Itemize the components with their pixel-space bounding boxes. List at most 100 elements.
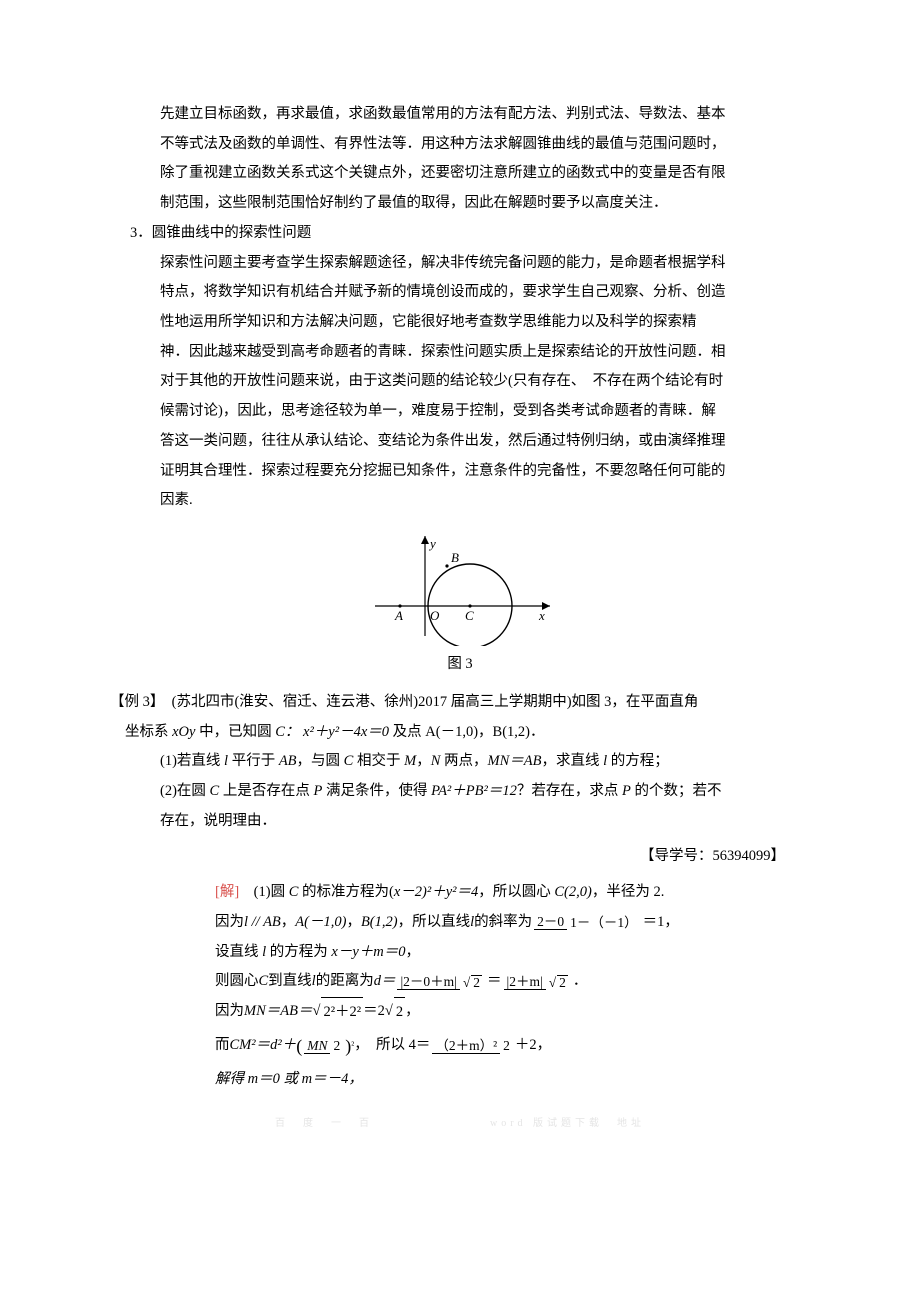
t: 因为 (215, 997, 244, 1027)
a: A(－1,0) (295, 908, 346, 938)
s3-p9: 因素. (110, 486, 810, 516)
t: ， 所以 4＝ (354, 1031, 430, 1061)
center-c-label: C (465, 608, 474, 623)
s3-p2: 特点，将数学知识有机结合并赋予新的情境创设而成的，要求学生自己观察、分析、创造 (110, 278, 810, 308)
t: 设直线 (215, 944, 262, 960)
t: 中，已知圆 (195, 724, 275, 740)
t: 相交于 (353, 753, 404, 769)
figure-caption: 图 3 (110, 650, 810, 680)
mnab: MN＝AB＝ (244, 997, 312, 1027)
example-tag: 【例 3】 (110, 694, 157, 710)
t: 的方程； (607, 753, 669, 769)
t: ，所以圆心 (478, 884, 554, 900)
cm: CM²＝d²＋ (230, 1031, 297, 1061)
final-frac: （2＋m）² 2 (432, 1039, 513, 1054)
t: ， (405, 997, 420, 1027)
question-2-l1: (2)在圆 C 上是否存在点 P 满足条件，使得 PA²＋PB²＝12？若存在，… (110, 777, 810, 807)
figure-3: y x A O C B (110, 526, 810, 646)
t: 满足条件，使得 (322, 783, 431, 799)
t: ， (416, 753, 431, 769)
t: 到直线 (268, 967, 312, 997)
c: C (344, 753, 354, 769)
root1: 2²＋2² (321, 997, 363, 1028)
example-source: (苏北四市(淮安、宿迁、连云港、徐州)2017 届高三上学期期中)如图 3，在平… (157, 694, 698, 710)
t: 的斜率为 (474, 908, 532, 938)
t: 因为 (215, 908, 244, 938)
d: d＝ (374, 967, 396, 997)
t: ，求直线 (541, 753, 603, 769)
b: B(1,2) (361, 908, 398, 938)
frac-num: （2＋m）² (432, 1039, 500, 1054)
sol-line4: 则圆心 C 到直线 l 的距离为 d＝ |2－0＋m| 2 ＝ |2＋m| 2 … (110, 967, 810, 997)
t: 平行于 (228, 753, 279, 769)
t: 坐标系 (125, 724, 172, 740)
s2-l4: 制范围，这些限制范围恰好制约了最值的取得，因此在解题时要予以高度关注． (110, 189, 810, 219)
s3-p3: 性地运用所学知识和方法解决问题，它能很好地考查数学思维能力以及科学的探索精 (110, 308, 810, 338)
t: 的距离为 (316, 967, 374, 997)
eq: x－2)²＋y²＝4 (394, 884, 478, 900)
s3-p1: 探索性问题主要考查学生探索解题途径，解决非传统完备问题的能力，是命题者根据学科 (110, 249, 810, 279)
sol-line6: 而 CM²＝d²＋ ( MN 2 )² ， 所以 4＝ （2＋m）² 2 ＋2， (110, 1028, 810, 1065)
t: 的标准方程为( (298, 884, 393, 900)
question-1: (1)若直线 l 平行于 AB，与圆 C 相交于 M，N 两点，MN＝AB，求直… (110, 747, 810, 777)
frac-num: |2－0＋m| (397, 975, 459, 990)
s2-l3: 除了重视建立函数关系式这个关键点外，还要密切注意所建立的函数式中的变量是否有限 (110, 159, 810, 189)
frac-num: |2＋m| (504, 975, 546, 990)
t: ＝1， (643, 908, 679, 938)
sol-line1: [解] (1)圆 C 的标准方程为(x－2)²＋y²＝4，所以圆心 C(2,0)… (110, 878, 810, 908)
solve-label: [解] (215, 884, 239, 900)
lab: l // AB (244, 908, 281, 938)
c: C (210, 783, 220, 799)
s3-p8: 证明其合理性．探索过程要充分挖掘已知条件，注意条件的完备性，不要忽略任何可能的 (110, 457, 810, 487)
n: N (431, 753, 441, 769)
frac-den: 1－（－1） (567, 916, 641, 930)
points: 及点 A(－1,0)，B(1,2)． (389, 724, 544, 740)
axis-y-label: y (428, 536, 436, 551)
wm-right: word 版试题下载 地址 (490, 1118, 645, 1129)
m: M (404, 753, 416, 769)
t: ， (406, 944, 421, 960)
sol-line2: 因为 l // AB，A(－1,0)，B(1,2)，所以直线 l 的斜率为 2－… (110, 908, 810, 938)
s2-l1: 先建立目标函数，再求最值，求函数最值常用的方法有配方法、判别式法、导数法、基本 (110, 100, 810, 130)
axis-x-label: x (538, 608, 545, 623)
example-line2: 坐标系 xOy 中，已知圆 C： x²＋y²－4x＝0 及点 A(－1,0)，B… (110, 718, 810, 748)
t: ． (573, 967, 588, 997)
t: 的个数；若不 (631, 783, 722, 799)
center: C(2,0) (554, 884, 591, 900)
s2-l2: 不等式法及函数的单调性、有界性法等．用这种方法求解圆锥曲线的最值与范围问题时， (110, 130, 810, 160)
sol-line3: 设直线 l 的方程为 x－y＋m＝0， (110, 938, 810, 968)
point-b-label: B (451, 550, 459, 565)
guide-number: 【导学号：56394099】 (110, 842, 810, 872)
eq: PA²＋PB²＝12 (431, 783, 517, 799)
s3-p4: 神．因此越来越受到高考命题者的青睐．探索性问题实质上是探索结论的开放性问题．相 (110, 338, 810, 368)
p: P (313, 783, 322, 799)
t: 则圆心 (215, 967, 259, 997)
question-2-l2: 存在，说明理由． (110, 807, 810, 837)
mn-half-frac: MN 2 (304, 1039, 343, 1054)
s3-p6: 候需讨论)，因此，思考途径较为单一，难度易于控制，受到各类考试命题者的青睐．解 (110, 397, 810, 427)
t: (1)若直线 (160, 753, 224, 769)
frac-den: 2 (460, 975, 485, 990)
c: C (259, 967, 269, 997)
t: ？若存在，求点 (517, 783, 622, 799)
eq: x－y＋m＝0 (331, 944, 405, 960)
mnab: MN＝AB (487, 753, 541, 769)
xoy: xOy (172, 724, 195, 740)
s3-title: 3．圆锥曲线中的探索性问题 (110, 219, 810, 249)
s3-p7: 答这一类问题，往往从承认结论、变结论为条件出发，然后通过特例归纳，或由演绎推理 (110, 427, 810, 457)
frac-num: MN (304, 1039, 330, 1054)
frac-den: 2 (500, 1039, 513, 1053)
t: ＝2 (363, 997, 385, 1027)
s3-p5: 对于其他的开放性问题来说，由于这类问题的结论较少(只有存在、 不存在两个结论有时 (110, 367, 810, 397)
circle-eq: C： x²＋y²－4x＝0 (275, 724, 389, 740)
t: ，与圆 (297, 753, 344, 769)
t: ，所以直线 (398, 908, 471, 938)
t: 的方程为 (266, 944, 331, 960)
origin-label: O (430, 608, 440, 623)
eq: ＝ (487, 967, 502, 997)
point-a-label: A (394, 608, 403, 623)
t: 上是否存在点 (219, 783, 313, 799)
t: ， (281, 908, 296, 938)
dist-frac1: |2－0＋m| 2 (397, 975, 485, 990)
dist-frac2: |2＋m| 2 (504, 975, 571, 990)
